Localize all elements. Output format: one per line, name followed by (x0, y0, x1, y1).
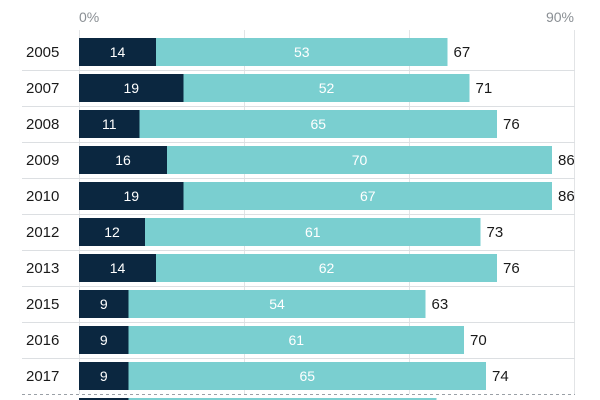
segment-value-label: 9 (100, 368, 108, 384)
year-label: 2013 (26, 260, 59, 277)
bar-row: 2013 14 62 76 (22, 254, 575, 287)
bar-segment-light-partial (128, 398, 437, 400)
total-value-label: 86 (558, 188, 575, 205)
bar-segment-dark (79, 290, 129, 318)
bar-row: 2012 12 61 73 (22, 218, 575, 251)
bar-segment-light (139, 110, 497, 138)
bar-segment-dark (79, 74, 184, 102)
bar-segment-light (128, 326, 464, 354)
segment-value-label: 53 (294, 44, 310, 60)
bar-row: 2005 14 53 67 (22, 38, 575, 71)
total-value-label: 76 (503, 260, 520, 277)
year-label: 2005 (26, 44, 59, 61)
year-label: 2007 (26, 80, 59, 97)
segment-value-label: 61 (305, 224, 321, 240)
bar-segment-dark-partial (79, 398, 129, 400)
total-value-label: 67 (454, 44, 471, 61)
year-label: 2009 (26, 152, 59, 169)
bar-segment-dark (79, 218, 145, 246)
bar-segment-light (128, 290, 426, 318)
bar-segment-dark (79, 110, 140, 138)
segment-value-label: 65 (299, 368, 315, 384)
total-value-label: 71 (476, 80, 493, 97)
segment-value-label: 61 (288, 332, 304, 348)
segment-value-label: 14 (110, 260, 126, 276)
bar-segment-light (156, 254, 497, 282)
segment-value-label: 19 (123, 188, 139, 204)
total-value-label: 74 (492, 368, 509, 385)
year-label: 2017 (26, 368, 59, 385)
segment-value-label: 16 (115, 152, 131, 168)
bar-segment-dark (79, 146, 167, 174)
segment-value-label: 52 (319, 80, 335, 96)
total-value-label: 73 (487, 224, 504, 241)
bar-segment-light (145, 218, 481, 246)
bar-segment-dark (79, 326, 129, 354)
bar-segment-dark (79, 362, 129, 390)
bar-row: 2009 16 70 86 (22, 146, 575, 179)
segment-value-label: 65 (310, 116, 326, 132)
bar-row: 2017 9 65 74 (22, 362, 575, 395)
bar-segment-light (167, 146, 552, 174)
year-label: 2015 (26, 296, 59, 313)
x-tick-label-max: 90% (546, 9, 574, 25)
bar-segment-dark (79, 254, 156, 282)
segment-value-label: 70 (352, 152, 368, 168)
bar-row: 2010 19 67 86 (22, 182, 575, 215)
bar-row: 2007 19 52 71 (22, 74, 575, 107)
segment-value-label: 11 (102, 116, 117, 132)
bar-row: 2015 9 54 63 (22, 290, 575, 323)
bar-segment-light (183, 74, 470, 102)
x-tick-label-min: 0% (79, 9, 99, 25)
segment-value-label: 12 (104, 224, 120, 240)
bar-row: 2016 9 61 70 (22, 326, 575, 359)
segment-value-label: 9 (100, 296, 108, 312)
total-value-label: 63 (432, 296, 449, 313)
x-axis: 0% 90% (79, 9, 574, 25)
total-value-label: 70 (470, 332, 487, 349)
bar-segment-dark (79, 182, 184, 210)
bar-row: 2008 11 65 76 (22, 110, 575, 143)
segment-value-label: 9 (100, 332, 108, 348)
year-label: 2010 (26, 188, 59, 205)
total-value-label: 86 (558, 152, 575, 169)
segment-value-label: 62 (319, 260, 335, 276)
bar-segment-light (156, 38, 448, 66)
segment-value-label: 54 (269, 296, 285, 312)
bar-segment-dark (79, 38, 156, 66)
year-label: 2016 (26, 332, 59, 349)
total-value-label: 76 (503, 116, 520, 133)
bar-segment-light (183, 182, 552, 210)
segment-value-label: 67 (360, 188, 376, 204)
segment-value-label: 19 (123, 80, 139, 96)
segment-value-label: 14 (110, 44, 126, 60)
year-label: 2012 (26, 224, 59, 241)
bar-rows: 2005 14 53 67 2007 19 52 71 2008 11 65 76 2009 16 70 86… (22, 38, 575, 400)
year-label: 2008 (26, 116, 59, 133)
bar-segment-light (128, 362, 486, 390)
